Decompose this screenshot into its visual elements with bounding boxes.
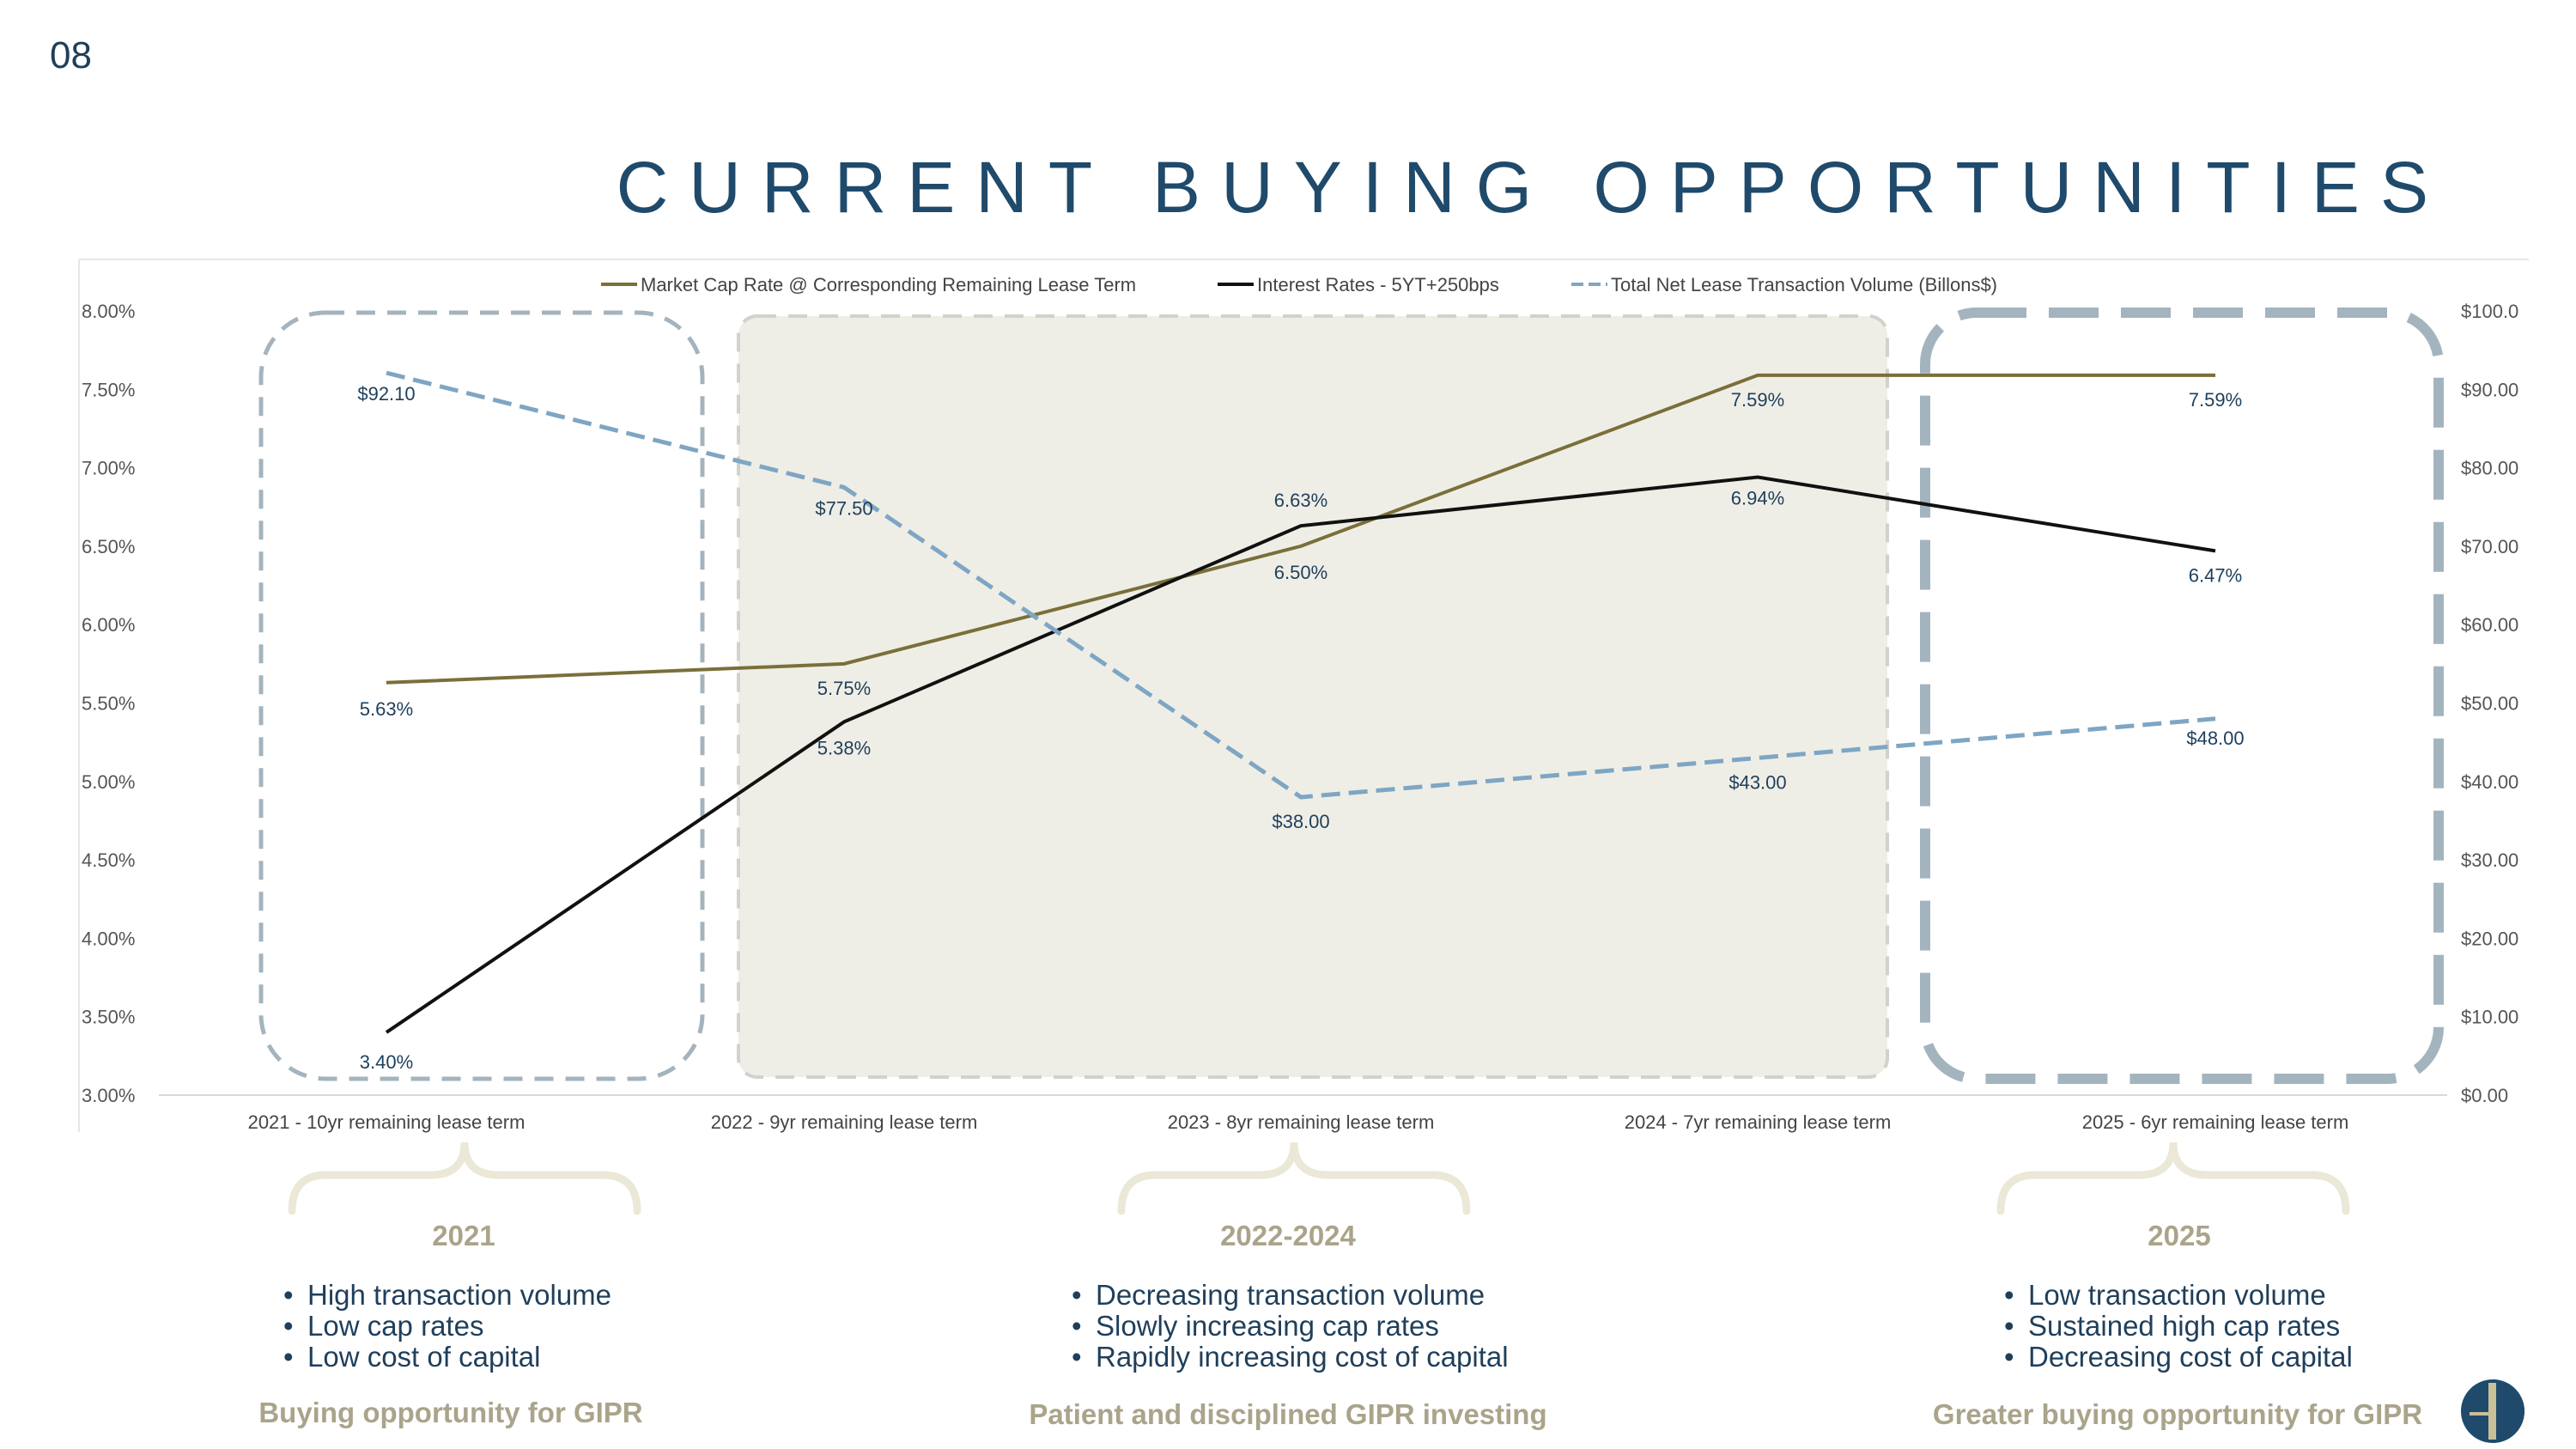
y2-tick-label: $80.00 (2461, 458, 2518, 479)
y2-tick-label: $10.00 (2461, 1007, 2518, 1028)
y-tick-label: 5.50% (82, 693, 135, 715)
group-2025-bullets: Low transaction volume Sustained high ca… (2004, 1280, 2353, 1373)
y2-tick-label: $30.00 (2461, 849, 2518, 871)
group-2025-footer: Greater buying opportunity for GIPR (1932, 1398, 2423, 1430)
bullet-item: Sustained high cap rates (2004, 1311, 2353, 1342)
group-2022-2024-footer: Patient and disciplined GIPR investing (1029, 1398, 1547, 1430)
y2-tick-label: $100.0 (2461, 301, 2518, 322)
group-2025-title: 2025 (2148, 1220, 2211, 1251)
group-2021-footer: Buying opportunity for GIPR (258, 1397, 643, 1428)
y-tick-label: 3.50% (82, 1007, 135, 1028)
data-label: $38.00 (1272, 811, 1329, 832)
data-label: 6.47% (2189, 564, 2242, 586)
region-2022-2024-box (737, 314, 1889, 1079)
bullet-item: Decreasing transaction volume (1072, 1280, 1509, 1312)
y2-tick-label: $50.00 (2461, 693, 2518, 715)
series-line-2 (386, 370, 2216, 800)
data-label: 6.63% (1274, 490, 1327, 511)
y2-tick-label: $20.00 (2461, 928, 2518, 949)
company-logo-icon (2461, 1379, 2524, 1443)
x-tick-label: 2023 - 8yr remaining lease term (1168, 1111, 1435, 1133)
y-tick-label: 4.50% (82, 849, 135, 871)
y-tick-label: 6.00% (82, 614, 135, 636)
data-label: 7.59% (1731, 389, 1784, 411)
y-tick-label: 5.00% (82, 771, 135, 793)
y-tick-label: 3.00% (82, 1085, 135, 1106)
bullet-item: Slowly increasing cap rates (1072, 1311, 1509, 1342)
y2-tick-label: $70.00 (2461, 536, 2518, 557)
bullet-item: Low cost of capital (283, 1342, 611, 1373)
bullet-item: Rapidly increasing cost of capital (1072, 1342, 1509, 1373)
x-tick-label: 2025 - 6yr remaining lease term (2082, 1111, 2349, 1133)
legend-label: Interest Rates - 5YT+250bps (1257, 274, 1499, 295)
group-2022-2024-title: 2022-2024 (1220, 1220, 1356, 1251)
x-tick-label: 2024 - 7yr remaining lease term (1625, 1111, 1892, 1133)
legend-label: Market Cap Rate @ Corresponding Remainin… (641, 274, 1136, 295)
data-label: 3.40% (360, 1051, 413, 1073)
group-2021-title: 2021 (432, 1220, 495, 1251)
data-label: 5.38% (817, 737, 871, 758)
y-tick-label: 4.00% (82, 928, 135, 949)
group-2022-2024-bullets: Decreasing transaction volume Slowly inc… (1072, 1280, 1509, 1373)
page-title: CURRENT BUYING OPPORTUNITIES (616, 147, 2449, 228)
series-line-0 (386, 373, 2215, 685)
y-tick-label: 6.50% (82, 536, 135, 557)
bullet-item: Low cap rates (283, 1311, 611, 1342)
curly-brace (1117, 1142, 1471, 1215)
data-label: 7.59% (2189, 389, 2242, 411)
curly-brace (288, 1142, 641, 1215)
data-label: 6.50% (1274, 562, 1327, 583)
y2-tick-label: $90.00 (2461, 379, 2518, 400)
legend-label: Total Net Lease Transaction Volume (Bill… (1611, 274, 1997, 295)
data-label: $77.50 (815, 497, 872, 519)
x-tick-label: 2022 - 9yr remaining lease term (711, 1111, 978, 1133)
page-number: 08 (50, 34, 92, 76)
y2-tick-label: $0.00 (2461, 1085, 2508, 1106)
bullet-item: Decreasing cost of capital (2004, 1342, 2353, 1373)
data-label: 5.75% (817, 678, 871, 699)
curly-brace (1996, 1142, 2350, 1215)
data-label: 6.94% (1731, 488, 1784, 509)
data-label: $92.10 (357, 383, 415, 405)
y-tick-label: 7.00% (82, 458, 135, 479)
y-tick-label: 8.00% (82, 301, 135, 322)
region-2021-box (258, 310, 705, 1081)
series-line-1 (385, 475, 2216, 1034)
region-2025-box (1920, 307, 2444, 1084)
y2-tick-label: $40.00 (2461, 771, 2518, 793)
data-label: 5.63% (360, 698, 413, 720)
y-tick-label: 7.50% (82, 379, 135, 400)
group-2021-bullets: High transaction volume Low cap rates Lo… (283, 1280, 611, 1373)
data-label: $43.00 (1728, 771, 1786, 793)
data-label: $48.00 (2186, 728, 2244, 749)
x-tick-label: 2021 - 10yr remaining lease term (248, 1111, 526, 1133)
bullet-item: High transaction volume (283, 1280, 611, 1312)
bullet-item: Low transaction volume (2004, 1280, 2353, 1312)
y2-tick-label: $60.00 (2461, 614, 2518, 636)
